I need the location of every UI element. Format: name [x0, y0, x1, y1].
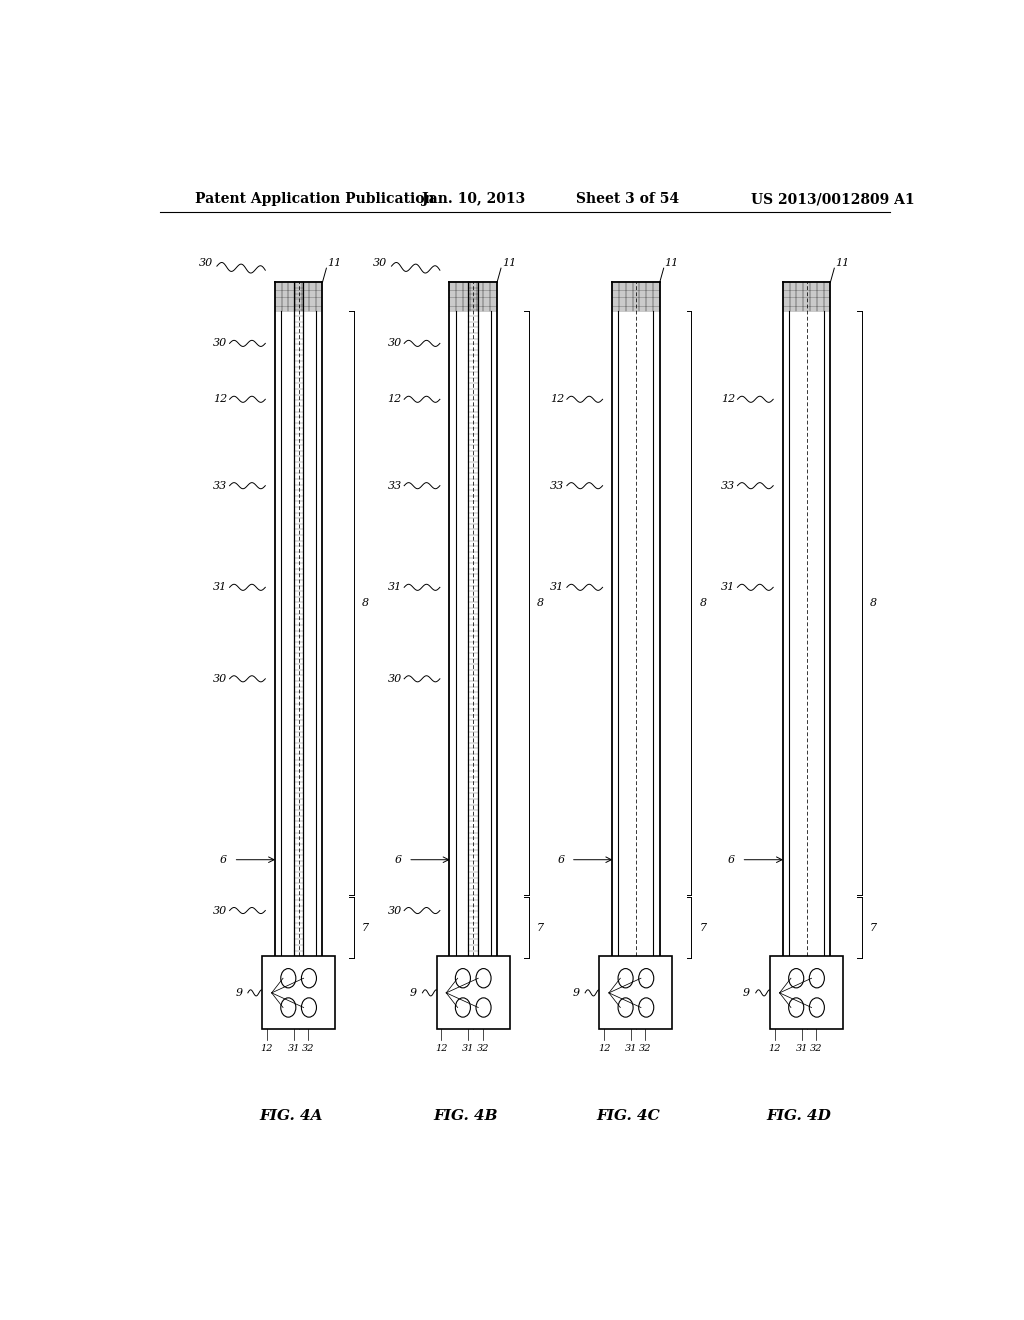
Text: US 2013/0012809 A1: US 2013/0012809 A1 [751, 191, 914, 206]
Text: 6: 6 [220, 855, 227, 865]
Text: FIG. 4B: FIG. 4B [433, 1109, 498, 1123]
Text: 8: 8 [537, 598, 544, 609]
Text: 32: 32 [302, 1044, 314, 1052]
Text: 31: 31 [213, 582, 227, 593]
Text: FIG. 4D: FIG. 4D [766, 1109, 831, 1123]
Text: 30: 30 [374, 259, 387, 268]
Text: 9: 9 [572, 987, 580, 998]
Text: 12: 12 [598, 1044, 610, 1052]
Bar [262, 956, 335, 1030]
Text: Patent Application Publication: Patent Application Publication [196, 191, 435, 206]
Text: 31: 31 [387, 582, 401, 593]
Text: 32: 32 [476, 1044, 489, 1052]
Text: 12: 12 [550, 395, 564, 404]
Text: 11: 11 [836, 259, 849, 268]
Text: 33: 33 [213, 480, 227, 491]
Text: 11: 11 [665, 259, 679, 268]
Text: 6: 6 [557, 855, 564, 865]
Text: 31: 31 [550, 582, 564, 593]
Text: 31: 31 [625, 1044, 637, 1052]
Text: 12: 12 [435, 1044, 447, 1052]
Text: 32: 32 [810, 1044, 822, 1052]
Text: 30: 30 [387, 906, 401, 916]
Text: 12: 12 [769, 1044, 781, 1052]
Text: 33: 33 [550, 480, 564, 491]
Text: 31: 31 [796, 1044, 808, 1052]
Text: 12: 12 [387, 395, 401, 404]
Text: 30: 30 [199, 259, 213, 268]
Text: 11: 11 [502, 259, 516, 268]
Text: 30: 30 [213, 906, 227, 916]
Text: 12: 12 [213, 395, 227, 404]
Text: 30: 30 [387, 338, 401, 348]
Text: FIG. 4C: FIG. 4C [596, 1109, 659, 1123]
Text: 30: 30 [213, 338, 227, 348]
Text: 8: 8 [870, 598, 878, 609]
Text: Sheet 3 of 54: Sheet 3 of 54 [577, 191, 680, 206]
Text: 7: 7 [362, 923, 370, 933]
Text: Jan. 10, 2013: Jan. 10, 2013 [422, 191, 525, 206]
Bar [436, 956, 510, 1030]
Text: 6: 6 [394, 855, 401, 865]
Text: 7: 7 [699, 923, 707, 933]
Text: 31: 31 [721, 582, 735, 593]
Text: 9: 9 [410, 987, 417, 998]
Text: 7: 7 [537, 923, 544, 933]
Text: 9: 9 [743, 987, 751, 998]
Text: 12: 12 [721, 395, 735, 404]
Text: 33: 33 [387, 480, 401, 491]
Text: 31: 31 [462, 1044, 475, 1052]
Bar [599, 956, 673, 1030]
Text: 31: 31 [288, 1044, 300, 1052]
Text: 7: 7 [870, 923, 878, 933]
Text: 6: 6 [728, 855, 735, 865]
Text: 8: 8 [699, 598, 707, 609]
Text: 32: 32 [639, 1044, 651, 1052]
Text: 33: 33 [721, 480, 735, 491]
Bar [770, 956, 843, 1030]
Text: 12: 12 [261, 1044, 273, 1052]
Text: 30: 30 [387, 673, 401, 684]
Text: 8: 8 [362, 598, 370, 609]
Text: 11: 11 [328, 259, 341, 268]
Text: 9: 9 [236, 987, 243, 998]
Text: FIG. 4A: FIG. 4A [259, 1109, 323, 1123]
Text: 30: 30 [213, 673, 227, 684]
